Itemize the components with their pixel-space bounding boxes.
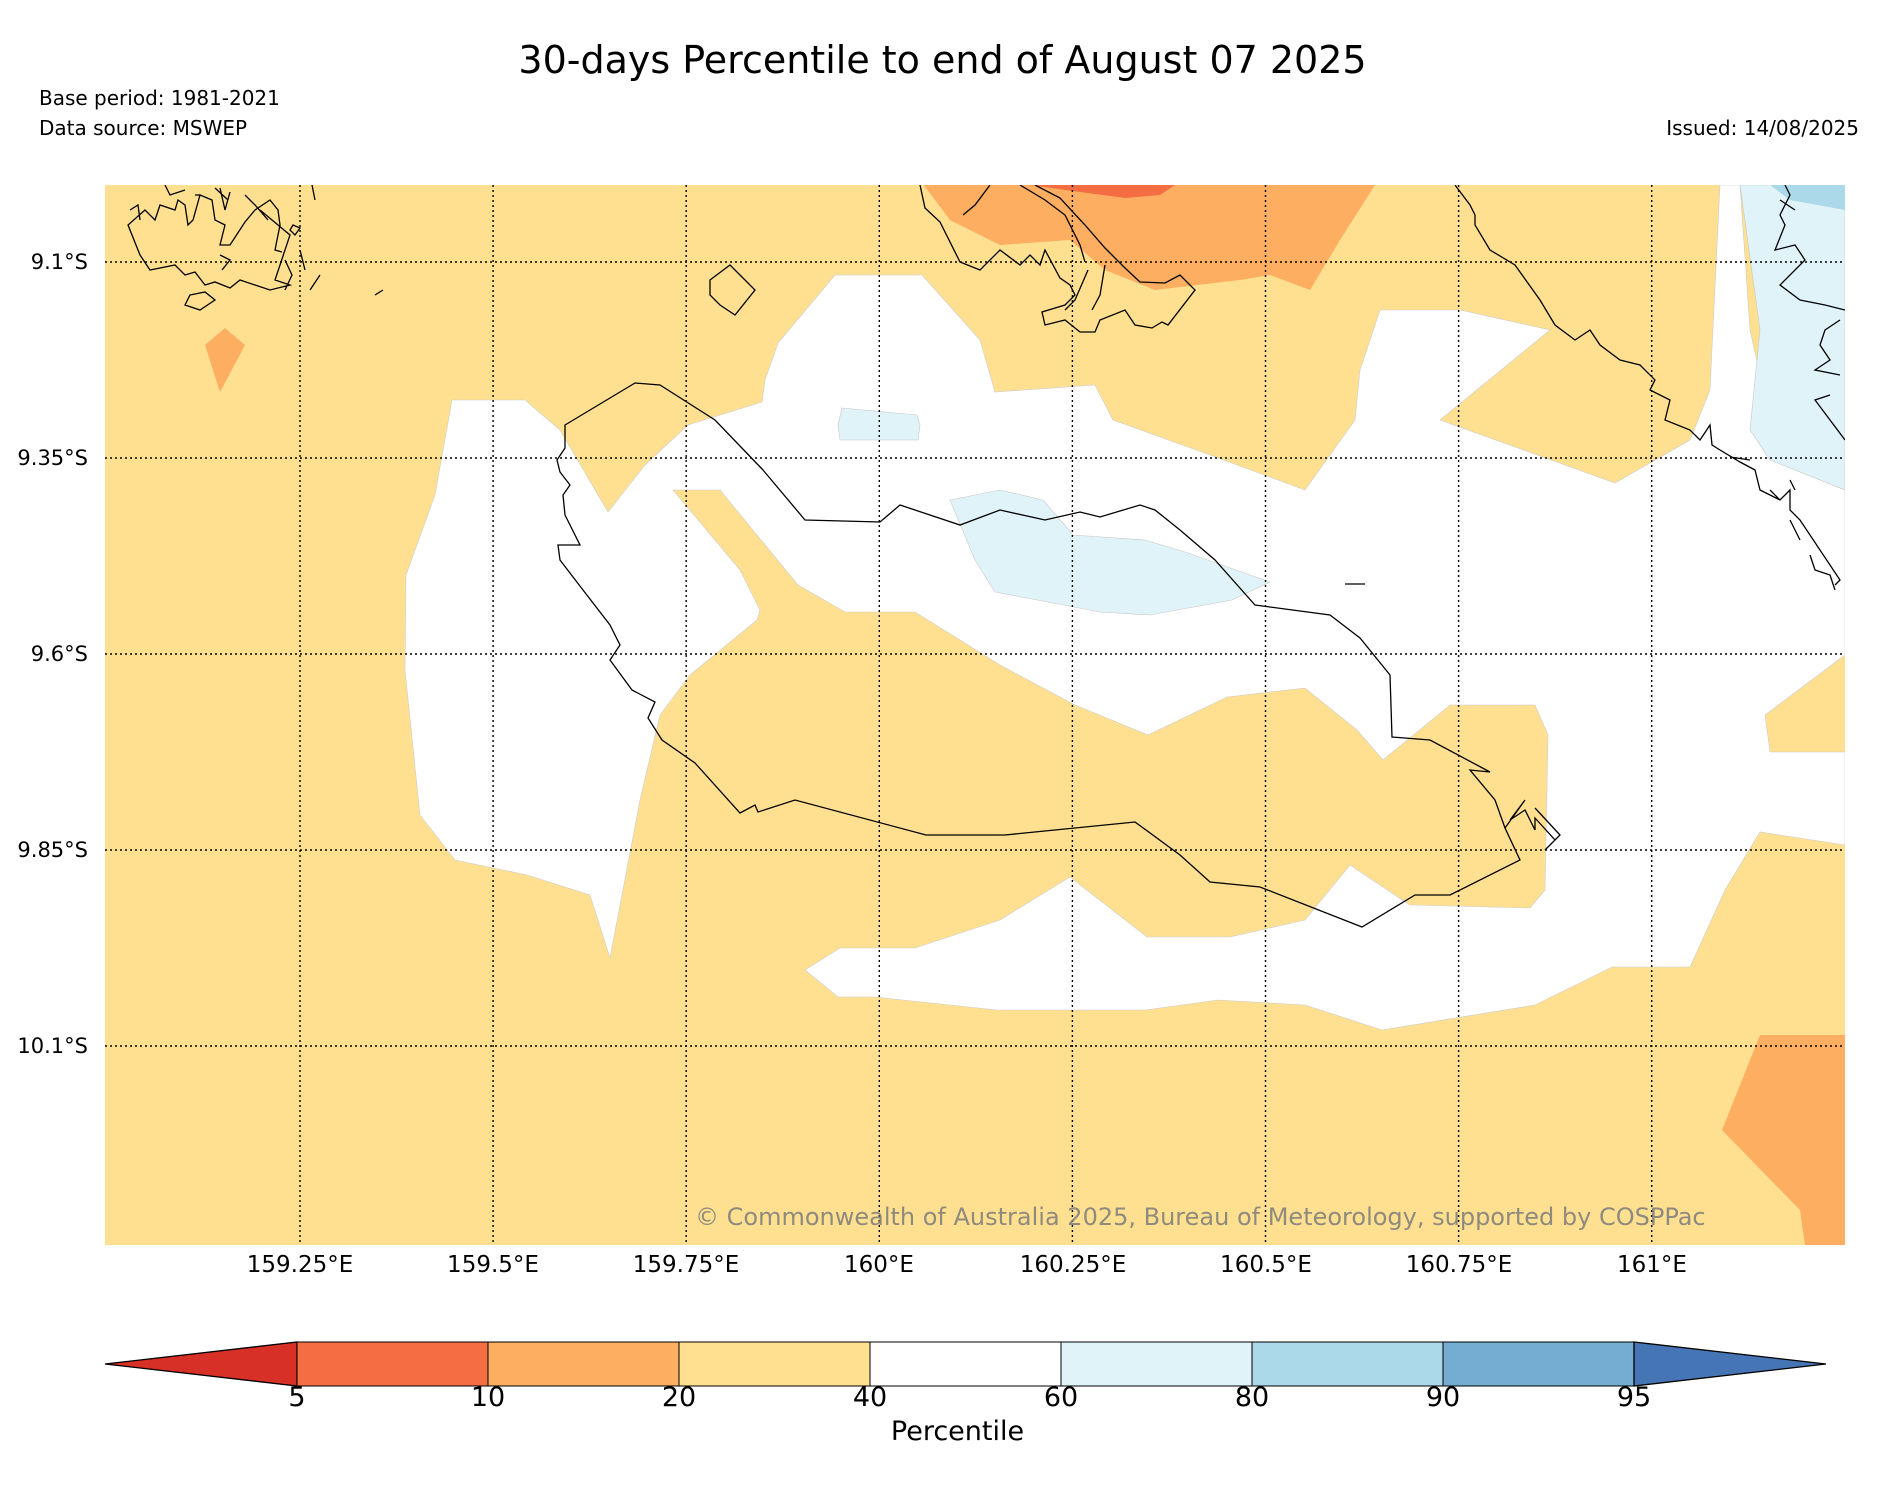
colorbar-5-10	[296, 1341, 489, 1387]
colorbar-40-60	[869, 1341, 1062, 1387]
data-source: Data source: MSWEP	[39, 116, 248, 140]
colorbar-tick-5: 5	[288, 1382, 306, 1413]
colorbar-extend-low	[104, 1341, 298, 1387]
coastline-guadalcanal	[556, 382, 1521, 928]
region-10-20-southeast	[1722, 1035, 1845, 1245]
coastline-malaita	[1454, 185, 1845, 591]
colorbar	[104, 1341, 1827, 1387]
coastline-florida-islands	[919, 185, 1196, 333]
lon-label-160: 160°E	[844, 1252, 914, 1278]
lon-label-159-25: 159.25°E	[246, 1252, 354, 1278]
colorbar-tick-40: 40	[852, 1382, 888, 1413]
map-title: 30-days Percentile to end of August 07 2…	[518, 38, 1367, 82]
lat-label-9-35: 9.35°S	[17, 446, 88, 470]
colorbar-20-40	[678, 1341, 871, 1387]
colorbar-title: Percentile	[890, 1416, 1025, 1447]
colorbar-60-80	[1060, 1341, 1253, 1387]
coastline-guadalcanal-east-tip	[1504, 799, 1561, 851]
colorbar-tick-20: 20	[661, 1382, 697, 1413]
colorbar-tick-90: 90	[1425, 1382, 1461, 1413]
colorbar-tick-95: 95	[1616, 1382, 1652, 1413]
colorbar-tick-80: 80	[1234, 1382, 1270, 1413]
lat-label-9-85: 9.85°S	[17, 838, 88, 862]
lat-label-10-1: 10.1°S	[17, 1034, 88, 1058]
colorbar-tick-60: 60	[1043, 1382, 1079, 1413]
colorbar-90-95	[1442, 1341, 1635, 1387]
region-60-80-center	[949, 489, 1271, 616]
lon-label-160-25: 160.25°E	[1019, 1252, 1127, 1278]
lon-label-159-5: 159.5°E	[447, 1252, 539, 1278]
region-60-80-east	[1739, 185, 1845, 491]
gridlines	[105, 185, 1845, 1245]
lon-label-160-5: 160.5°E	[1220, 1252, 1312, 1278]
colorbar-80-90	[1251, 1341, 1444, 1387]
colorbar-tick-10: 10	[470, 1382, 506, 1413]
lon-label-161: 161°E	[1617, 1252, 1687, 1278]
region-10-20-west	[205, 328, 245, 392]
region-10-20-north	[830, 185, 1375, 290]
lon-label-160-75: 160.75°E	[1405, 1252, 1513, 1278]
colorbar-extend-high	[1633, 1341, 1827, 1387]
coastline-russell-islands	[127, 185, 384, 311]
region-5-10-north	[1030, 185, 1175, 198]
colorbar-10-20	[487, 1341, 680, 1387]
region-60-80-north	[837, 407, 921, 441]
copyright-watermark: © Commonwealth of Australia 2025, Bureau…	[695, 1203, 1706, 1231]
issued-date: Issued: 14/08/2025	[1666, 116, 1859, 140]
lon-label-159-75: 159.75°E	[632, 1252, 740, 1278]
coastline-savo-island	[709, 264, 756, 316]
lat-label-9-6: 9.6°S	[30, 642, 88, 666]
base-period: Base period: 1981-2021	[39, 86, 280, 110]
lat-label-9-1: 9.1°S	[30, 250, 88, 274]
coastlines	[127, 185, 1845, 928]
